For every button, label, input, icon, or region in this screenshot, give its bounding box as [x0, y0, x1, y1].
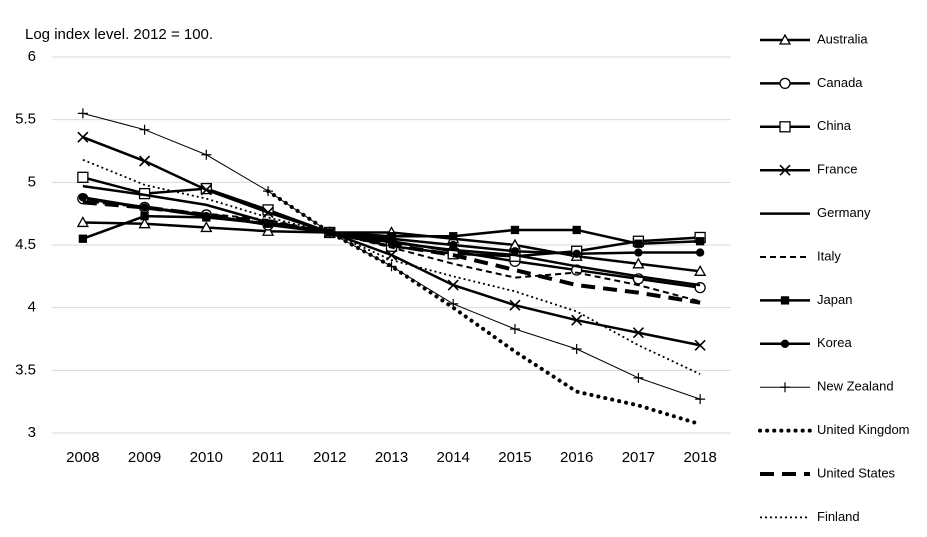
legend-item: United States: [760, 465, 896, 480]
legend-label: New Zealand: [817, 379, 894, 394]
marker: [572, 249, 581, 258]
marker: [779, 77, 791, 90]
x-tick-label: 2010: [190, 449, 223, 466]
marker: [571, 314, 583, 326]
line: [82, 158, 701, 375]
legend-label: United States: [817, 465, 896, 480]
legend-label: Finland: [817, 509, 860, 524]
series: [77, 131, 706, 351]
legend-label: Korea: [817, 335, 852, 350]
x-tick-label: 2014: [437, 449, 470, 466]
legend: Australia Canada China France Germany Italy Ja…: [758, 31, 910, 524]
x-tick-label: 2008: [66, 449, 99, 466]
marker: [140, 203, 149, 212]
marker: [780, 339, 790, 348]
marker: [509, 299, 521, 311]
marker: [387, 234, 396, 243]
line: [82, 200, 701, 305]
legend-label: Australia: [817, 31, 868, 46]
marker: [780, 382, 790, 393]
marker: [510, 225, 520, 235]
marker: [140, 212, 149, 221]
legend-item: United Kingdom: [758, 422, 910, 437]
marker: [694, 264, 707, 276]
marker: [200, 221, 213, 233]
legend-label: Italy: [817, 248, 841, 263]
marker: [779, 121, 791, 133]
series: [76, 216, 707, 276]
marker: [200, 184, 212, 196]
marker: [139, 124, 150, 135]
y-tick-label: 3: [28, 424, 36, 441]
x-tick-label: 2009: [128, 449, 161, 466]
series: [82, 200, 701, 305]
x-tick-label: 2018: [683, 449, 716, 466]
marker: [77, 131, 89, 143]
marker: [78, 234, 88, 243]
y-tick-label: 6: [28, 48, 36, 65]
marker: [77, 171, 89, 183]
marker: [695, 394, 706, 405]
marker: [447, 279, 459, 291]
legend-label: United Kingdom: [817, 422, 910, 437]
legend-item: Italy: [760, 248, 841, 263]
legend-item: Korea: [760, 335, 852, 350]
marker: [632, 327, 644, 339]
x-tick-label: 2015: [498, 449, 531, 466]
marker: [778, 33, 792, 45]
legend-item: New Zealand: [760, 379, 894, 394]
line: [82, 200, 701, 303]
marker: [449, 240, 458, 250]
legend-item: Germany: [760, 205, 871, 220]
legend-item: Canada: [760, 75, 863, 90]
chart-title: Log index level. 2012 = 100.: [25, 26, 213, 43]
x-tick-label: 2011: [252, 449, 284, 466]
y-tick-label: 5: [28, 173, 36, 190]
x-tick-label: 2013: [375, 449, 408, 466]
series: [82, 158, 701, 375]
line: [266, 189, 703, 427]
series: [266, 189, 703, 427]
y-tick-label: 3.5: [15, 361, 36, 378]
marker: [572, 225, 581, 235]
marker: [78, 193, 88, 202]
legend-item: China: [760, 118, 852, 133]
marker: [780, 296, 790, 305]
legend-item: Australia: [760, 31, 868, 46]
marker: [139, 155, 151, 167]
marker: [633, 372, 644, 383]
marker: [695, 248, 705, 257]
marker: [571, 344, 582, 355]
marker: [632, 257, 645, 269]
marker: [694, 339, 706, 351]
marker: [138, 217, 151, 229]
marker: [509, 323, 520, 334]
x-tick-label: 2012: [313, 449, 346, 466]
marker: [77, 108, 88, 119]
x-tick-label: 2016: [560, 449, 593, 466]
legend-label: Germany: [817, 205, 871, 220]
series: [82, 200, 701, 303]
marker: [201, 149, 212, 160]
legend-item: France: [760, 162, 857, 177]
legend-item: Japan: [760, 292, 852, 307]
x-tick-label: 2017: [622, 449, 655, 466]
legend-label: Japan: [817, 292, 852, 307]
y-tick-label: 4.5: [15, 236, 36, 253]
marker: [695, 237, 705, 246]
marker: [779, 164, 791, 176]
marker: [449, 232, 458, 241]
marker: [634, 239, 643, 248]
y-tick-label: 4: [28, 299, 36, 316]
marker: [510, 247, 520, 256]
legend-label: France: [817, 162, 857, 177]
marker: [634, 248, 643, 257]
legend-item: Finland: [760, 509, 860, 524]
marker: [76, 216, 89, 228]
marker: [261, 224, 275, 236]
legend-label: China: [817, 118, 852, 133]
legend-label: Canada: [817, 75, 863, 90]
y-tick-label: 5.5: [15, 111, 36, 128]
